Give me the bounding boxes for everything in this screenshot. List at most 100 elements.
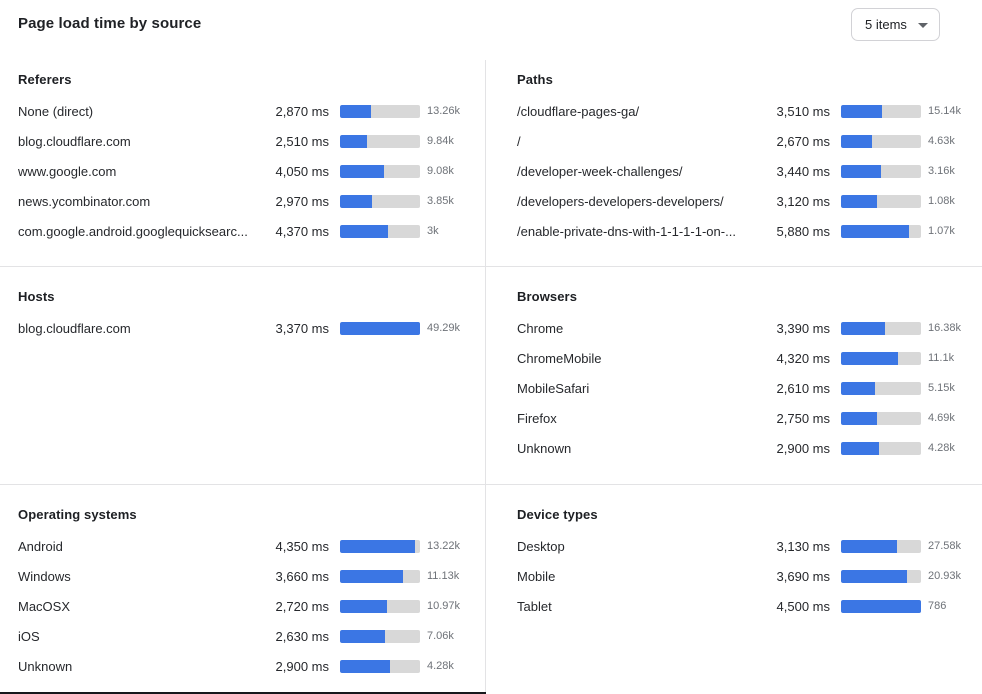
list-item[interactable]: Tablet 4,500 ms 786	[517, 591, 970, 621]
source-label: Windows	[18, 568, 71, 584]
page-header: Page load time by source 5 items	[0, 0, 982, 60]
load-time-value: 4,050 ms	[275, 163, 329, 179]
count-value: 15.14k	[928, 105, 962, 117]
load-time-value: 3,510 ms	[776, 103, 830, 119]
bar-track	[340, 224, 420, 238]
bar-track	[340, 321, 420, 335]
bar-track	[340, 134, 420, 148]
source-label: Firefox	[517, 410, 557, 426]
bar-track	[340, 194, 420, 208]
panels-grid: Referers None (direct) 2,870 ms 13.26k blog…	[0, 60, 982, 694]
count-value: 4.69k	[928, 412, 955, 424]
count-value: 9.84k	[427, 135, 454, 147]
count-value: 3k	[427, 225, 439, 237]
source-label: /enable-private-dns-with-1-1-1-1-on-...	[517, 223, 736, 239]
bar-track	[841, 569, 921, 583]
bar-fill	[841, 599, 921, 613]
count-value: 10.97k	[427, 600, 461, 612]
source-label: Unknown	[517, 440, 572, 456]
count-value: 16.38k	[928, 322, 962, 334]
operating-systems-list: Android 4,350 ms 13.22k Windows 3,660 ms 11.1…	[18, 531, 469, 681]
source-label: www.google.com	[18, 163, 117, 179]
panel-browsers: Browsers Chrome 3,390 ms 16.38k ChromeMobil…	[486, 267, 982, 485]
list-item[interactable]: MacOSX 2,720 ms 10.97k	[18, 591, 469, 621]
source-label: None (direct)	[18, 103, 94, 119]
load-time-value: 3,130 ms	[776, 538, 830, 554]
load-time-value: 4,320 ms	[776, 350, 830, 366]
list-item[interactable]: Unknown 2,900 ms 4.28k	[18, 651, 469, 681]
source-label: MobileSafari	[517, 380, 590, 396]
list-item[interactable]: /developer-week-challenges/3,440 ms 3.16k	[517, 156, 970, 186]
load-time-value: 3,370 ms	[275, 320, 329, 336]
bar-track	[841, 194, 921, 208]
panel-referers: Referers None (direct) 2,870 ms 13.26k blog…	[0, 60, 486, 267]
source-label: Desktop	[517, 538, 565, 554]
source-label: Tablet	[517, 598, 552, 614]
list-item[interactable]: Desktop 3,130 ms 27.58k	[517, 531, 970, 561]
bar-fill	[841, 441, 879, 455]
load-time-value: 3,390 ms	[776, 320, 830, 336]
source-label: /cloudflare-pages-ga/	[517, 103, 640, 119]
list-item[interactable]: www.google.com 4,050 ms 9.08k	[18, 156, 469, 186]
list-item[interactable]: com.google.android.googlequicksearc... 4,…	[18, 216, 469, 246]
list-item[interactable]: Firefox 2,750 ms 4.69k	[517, 403, 970, 433]
load-time-value: 4,350 ms	[275, 538, 329, 554]
bar-fill	[340, 659, 390, 673]
list-item[interactable]: MobileSafari 2,610 ms 5.15k	[517, 373, 970, 403]
bar-fill	[841, 104, 882, 118]
panel-title-hosts: Hosts	[18, 289, 55, 304]
bar-track	[340, 539, 420, 553]
load-time-value: 5,880 ms	[776, 223, 830, 239]
list-item[interactable]: /developers-developers-developers/3,120 …	[517, 186, 970, 216]
load-time-value: 2,870 ms	[275, 103, 329, 119]
bar-track	[841, 381, 921, 395]
count-value: 1.08k	[928, 195, 955, 207]
list-item[interactable]: Chrome 3,390 ms 16.38k	[517, 313, 970, 343]
bar-track	[340, 629, 420, 643]
bar-track	[340, 659, 420, 673]
bar-track	[841, 441, 921, 455]
bar-fill	[340, 569, 403, 583]
list-item[interactable]: /cloudflare-pages-ga/3,510 ms 15.14k	[517, 96, 970, 126]
count-value: 3.85k	[427, 195, 454, 207]
panel-hosts: Hosts blog.cloudflare.com 3,370 ms 49.29k	[0, 267, 486, 485]
count-value: 4.28k	[427, 660, 454, 672]
list-item[interactable]: news.ycombinator.com 2,970 ms 3.85k	[18, 186, 469, 216]
referers-list: None (direct) 2,870 ms 13.26k blog.cloudfla…	[18, 96, 469, 246]
list-item[interactable]: iOS 2,630 ms 7.06k	[18, 621, 469, 651]
load-time-value: 4,500 ms	[776, 598, 830, 614]
source-label: news.ycombinator.com	[18, 193, 151, 209]
list-item[interactable]: Windows 3,660 ms 11.13k	[18, 561, 469, 591]
bar-track	[841, 104, 921, 118]
list-item[interactable]: blog.cloudflare.com 2,510 ms 9.84k	[18, 126, 469, 156]
source-label: blog.cloudflare.com	[18, 320, 131, 336]
list-item[interactable]: /enable-private-dns-with-1-1-1-1-on-... 5…	[517, 216, 970, 246]
list-item[interactable]: / 2,670 ms 4.63k	[517, 126, 970, 156]
list-item[interactable]: blog.cloudflare.com 3,370 ms 49.29k	[18, 313, 469, 343]
list-item[interactable]: Mobile 3,690 ms 20.93k	[517, 561, 970, 591]
items-count-dropdown[interactable]: 5 items	[851, 8, 940, 41]
count-value: 27.58k	[928, 540, 962, 552]
source-label: blog.cloudflare.com	[18, 133, 131, 149]
bar-fill	[340, 194, 373, 208]
list-item[interactable]: Unknown 2,900 ms 4.28k	[517, 433, 970, 463]
load-time-value: 2,670 ms	[776, 133, 830, 149]
hosts-list: blog.cloudflare.com 3,370 ms 49.29k	[18, 313, 469, 343]
count-value: 13.26k	[427, 105, 461, 117]
bar-track	[841, 224, 921, 238]
load-time-value: 3,660 ms	[275, 568, 329, 584]
load-time-value: 2,510 ms	[275, 133, 329, 149]
bar-fill	[340, 224, 388, 238]
bar-fill	[841, 224, 910, 238]
bar-fill	[841, 411, 877, 425]
source-label: /developers-developers-developers/	[517, 193, 724, 209]
list-item[interactable]: ChromeMobile 4,320 ms 11.1k	[517, 343, 970, 373]
window-bottom-edge	[0, 692, 486, 694]
bar-track	[841, 351, 921, 365]
load-time-value: 2,900 ms	[275, 658, 329, 674]
list-item[interactable]: Android 4,350 ms 13.22k	[18, 531, 469, 561]
bar-track	[841, 539, 921, 553]
chevron-down-icon	[918, 22, 928, 28]
list-item[interactable]: None (direct) 2,870 ms 13.26k	[18, 96, 469, 126]
bar-track	[340, 599, 420, 613]
